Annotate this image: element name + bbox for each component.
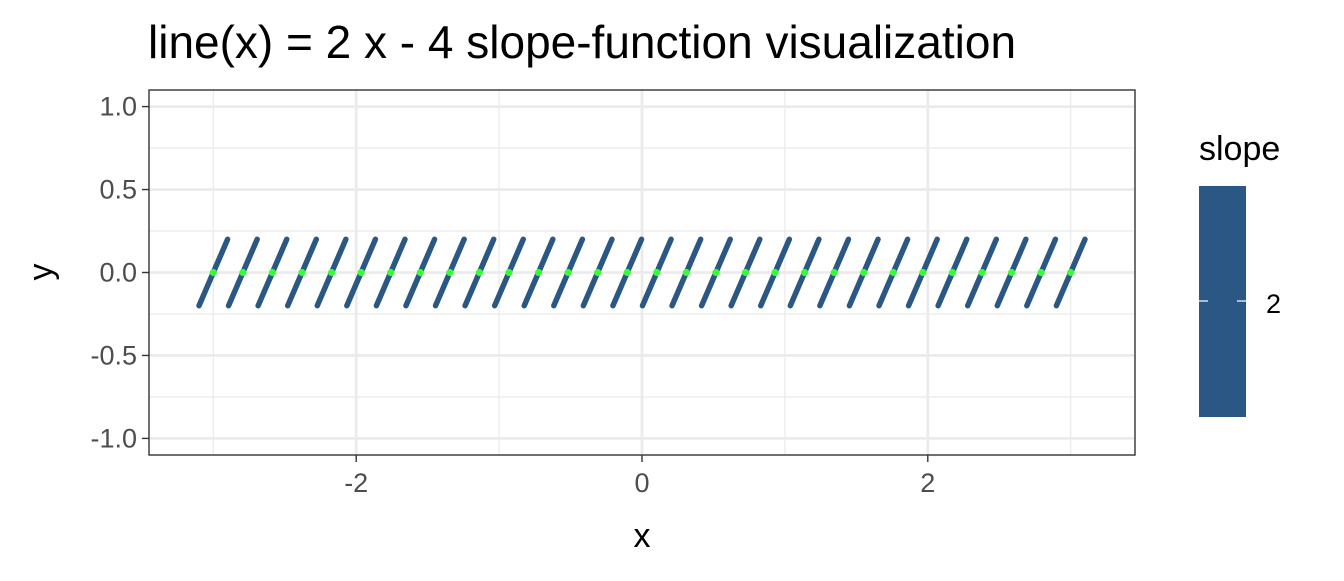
- slope-point: [801, 268, 809, 277]
- slope-point: [594, 268, 602, 277]
- slope-point: [978, 268, 986, 277]
- slope-point: [534, 268, 543, 277]
- slope-point: [889, 268, 897, 277]
- slope-point: [416, 268, 424, 277]
- grid: [149, 90, 1135, 455]
- y-tick-label: -0.5: [90, 340, 137, 370]
- slope-point: [712, 268, 720, 277]
- slope-point: [387, 268, 395, 277]
- slope-point: [357, 268, 365, 277]
- slope-point: [327, 268, 336, 277]
- x-tick-label: -2: [344, 468, 368, 498]
- slope-point: [741, 268, 750, 277]
- x-tick-label: 0: [634, 468, 649, 498]
- slope-point: [298, 268, 306, 277]
- slope-point: [682, 268, 690, 277]
- legend-title: slope: [1199, 130, 1280, 168]
- legend: slope 2: [1199, 130, 1281, 417]
- slope-point: [623, 268, 631, 277]
- slope-point: [1007, 268, 1016, 277]
- slope-point: [1067, 268, 1075, 277]
- data-points: [209, 268, 1075, 277]
- slope-point: [446, 268, 454, 277]
- chart-title: line(x) = 2 x - 4 slope-function visuali…: [148, 16, 1016, 68]
- slope-point: [564, 268, 572, 277]
- axes: -2 0 2 1.0 0.5 0.0 -0.5 -1.0: [90, 92, 935, 498]
- slope-point: [653, 268, 661, 277]
- slope-point: [919, 268, 927, 277]
- x-axis-label: x: [634, 517, 651, 555]
- slope-point: [475, 268, 483, 277]
- y-tick-label: -1.0: [90, 423, 137, 453]
- slope-point: [239, 268, 247, 277]
- y-tick-label: 0.0: [99, 258, 137, 288]
- slope-point: [771, 268, 779, 277]
- x-tick-label: 2: [920, 468, 935, 498]
- slope-point: [268, 268, 277, 277]
- y-tick-label: 0.5: [99, 175, 137, 205]
- y-tick-label: 1.0: [99, 92, 137, 122]
- y-axis-label: y: [22, 264, 60, 281]
- slope-point: [830, 268, 838, 277]
- slope-point: [948, 268, 957, 277]
- slope-point: [209, 268, 217, 277]
- slope-point: [1037, 268, 1045, 277]
- slope-point: [505, 268, 513, 277]
- slope-point: [860, 268, 868, 277]
- legend-label: 2: [1266, 289, 1281, 319]
